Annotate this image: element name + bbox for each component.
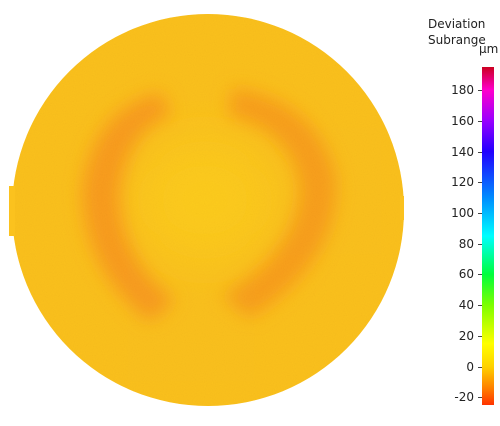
- colorbar-tick-mark: [478, 305, 482, 307]
- colorbar-tick-mark: [478, 90, 482, 92]
- surface-disc: [9, 14, 404, 406]
- colorbar-tick-label: 160: [451, 113, 474, 128]
- colorbar-tick-label: -20: [454, 390, 474, 405]
- colorbar-tick-mark: [478, 397, 482, 399]
- colorbar-tick-mark: [478, 182, 482, 184]
- colorbar-tick-mark: [478, 366, 482, 368]
- colorbar-tick-label: 0: [466, 359, 474, 374]
- colorbar-tick-label: 80: [458, 236, 474, 251]
- colorbar-tick-label: 40: [458, 298, 474, 313]
- colorbar-tick-label: 180: [451, 83, 474, 98]
- colorbar-tick-mark: [478, 335, 482, 337]
- colorbar-tick-mark: [478, 120, 482, 122]
- colorbar-tick-mark: [478, 243, 482, 245]
- legend-unit: µm: [479, 42, 499, 56]
- colorbar-tick-mark: [478, 151, 482, 153]
- colorbar-tick-label: 20: [458, 328, 474, 343]
- legend-title-line-1: Deviation: [428, 17, 486, 31]
- colorbar-tick-label: 60: [458, 267, 474, 282]
- deviation-map: [9, 14, 404, 406]
- left-edge-notch: [9, 186, 15, 236]
- legend-title-line-2: Subrange: [428, 33, 486, 47]
- right-edge-notch: [400, 196, 404, 220]
- colorbar-tick-label: 100: [451, 205, 474, 220]
- surface-texture: [12, 14, 404, 406]
- colorbar-tick-label: 120: [451, 175, 474, 190]
- colorbar-tick-label: 140: [451, 144, 474, 159]
- colorbar: [482, 67, 494, 405]
- colorbar-tick-mark: [478, 212, 482, 214]
- colorbar-tick-mark: [478, 274, 482, 276]
